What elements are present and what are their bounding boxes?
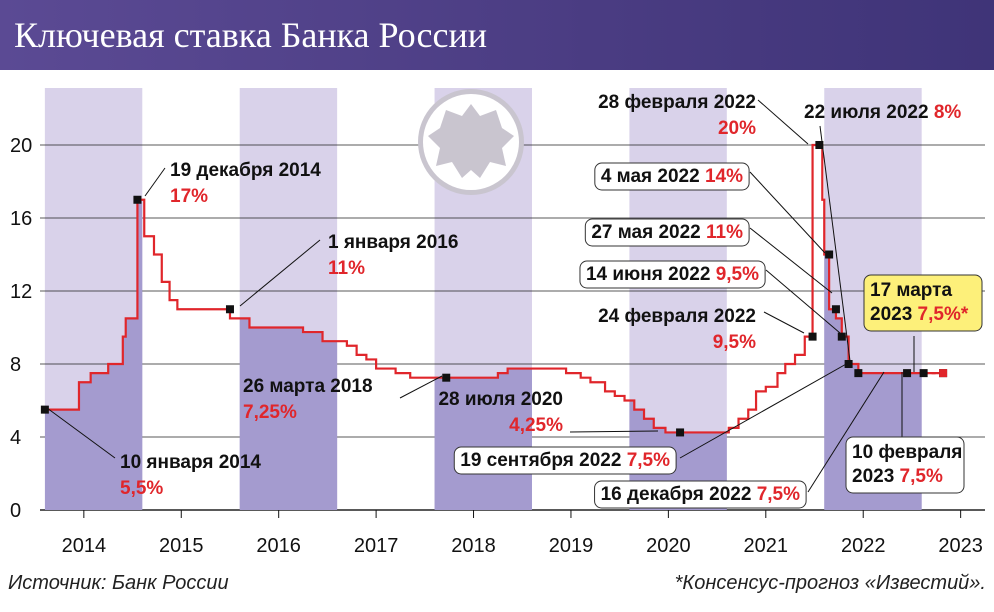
x-tick-label: 2022 <box>841 535 886 557</box>
x-tick-label: 2021 <box>744 535 789 557</box>
data-point <box>808 332 817 341</box>
data-point <box>815 141 824 149</box>
leader-line <box>399 375 443 399</box>
leader-line <box>807 371 885 493</box>
x-tick-label: 2023 <box>938 535 983 557</box>
annotation-date: 19 декабря 2014 <box>170 160 321 181</box>
annotation-value: 7,5% <box>900 466 943 487</box>
annotation-date: 2023 7,5%* <box>870 304 969 325</box>
leader-line <box>679 362 849 459</box>
annotation-date: 10 февраля <box>852 442 962 463</box>
annotation-box <box>863 274 983 332</box>
data-point <box>919 369 928 378</box>
annotation-date: 17 марта <box>870 280 952 301</box>
annotation-value: 11% <box>328 258 365 279</box>
annotation-value: 14% <box>705 166 743 187</box>
data-point <box>854 369 863 378</box>
annotation-value: 7,25% <box>243 402 297 423</box>
leader-line <box>46 407 116 459</box>
leader-line <box>239 239 321 307</box>
forecast-point <box>939 369 948 378</box>
annotation-value: 11% <box>706 222 743 243</box>
annotation-date: 22 июля 2022 8% <box>804 102 961 123</box>
data-point <box>844 360 853 368</box>
annotation-value: 7,5%* <box>918 304 969 325</box>
chart-header: Ключевая ставка Банка России <box>0 0 994 70</box>
y-tick-label: 8 <box>10 354 21 376</box>
annotation-date: 2023 7,5% <box>852 466 943 487</box>
data-point <box>903 369 912 378</box>
annotation-value: 9,5% <box>716 264 759 285</box>
annotation-value: 5,5% <box>120 478 163 499</box>
annotation-date: 26 марта 2018 <box>243 376 373 397</box>
leader-line <box>757 99 809 145</box>
bank-of-russia-eagle-icon <box>418 89 524 195</box>
x-tick-label: 2019 <box>549 535 594 557</box>
annotation-value: 4,25% <box>509 415 563 436</box>
y-tick-label: 16 <box>10 208 32 230</box>
annotation-date: 10 января 2014 <box>120 452 261 473</box>
leader-line <box>569 430 659 433</box>
source-note: Источник: Банк России <box>8 572 229 594</box>
y-tick-label: 0 <box>10 500 21 522</box>
x-tick-label: 2017 <box>354 535 399 557</box>
annotation-box <box>579 260 766 289</box>
annotation-box <box>845 436 965 494</box>
data-point <box>133 195 142 204</box>
annotation-date: 1 января 2016 <box>328 232 458 253</box>
annotation-value: 7,5% <box>757 484 800 505</box>
leader-line <box>749 171 826 254</box>
annotation-value: 9,5% <box>713 332 756 353</box>
leader-line <box>765 269 841 334</box>
annotation-date: 27 мая 2022 11% <box>591 222 743 243</box>
annotation-value: 17% <box>170 186 208 207</box>
y-tick-label: 20 <box>10 135 32 157</box>
y-tick-label: 4 <box>10 427 21 449</box>
x-tick-label: 2020 <box>646 535 691 557</box>
data-point <box>676 428 685 437</box>
annotation-date: 16 декабря 2022 7,5% <box>601 484 801 505</box>
annotation-value: 20% <box>718 118 756 139</box>
annotation-date: 19 сентября 2022 7,5% <box>460 450 670 471</box>
data-point <box>442 373 451 382</box>
data-point <box>225 305 234 314</box>
y-tick-label: 12 <box>10 281 32 303</box>
x-tick-label: 2014 <box>62 535 107 557</box>
data-point <box>825 250 834 259</box>
footnote: *Консенсус-прогноз «Известий». <box>674 572 986 594</box>
rate-area <box>44 145 922 510</box>
leader-line <box>144 167 166 197</box>
annotation-box <box>594 162 750 191</box>
logo-eagle <box>428 104 514 178</box>
leader-line <box>819 125 851 362</box>
x-tick-label: 2016 <box>256 535 301 557</box>
annotation-value: 8% <box>934 102 962 123</box>
annotation-date: 14 июня 2022 9,5% <box>586 264 759 285</box>
data-point <box>837 332 846 341</box>
data-point <box>40 405 49 414</box>
leader-line <box>749 227 833 294</box>
annotation-date: 4 мая 2022 14% <box>601 166 743 187</box>
data-point <box>831 305 840 314</box>
annotation-date: 28 июля 2020 <box>438 389 563 410</box>
leader-line <box>763 311 805 334</box>
chart-title: Ключевая ставка Банка России <box>14 15 488 55</box>
annotation-box <box>584 218 750 247</box>
x-tick-label: 2018 <box>451 535 496 557</box>
annotation-box <box>453 446 677 475</box>
annotation-date: 24 февраля 2022 <box>598 306 756 327</box>
x-tick-label: 2015 <box>159 535 204 557</box>
annotation-date: 28 февраля 2022 <box>598 92 756 113</box>
annotation-box <box>594 480 807 509</box>
annotation-value: 7,5% <box>627 450 670 471</box>
